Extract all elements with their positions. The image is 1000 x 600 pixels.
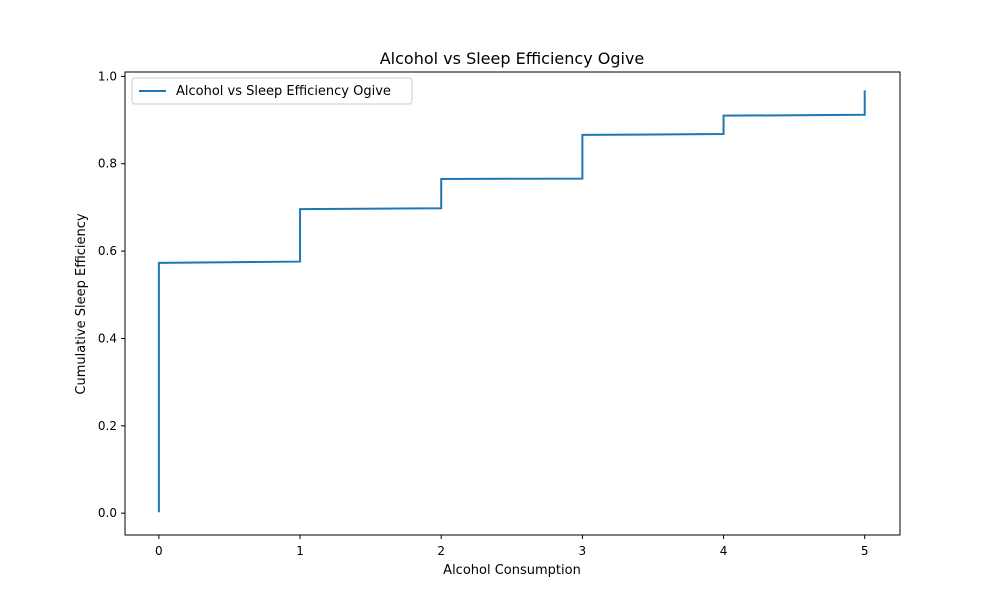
x-tick-label: 5 (861, 544, 869, 558)
x-axis-label: Alcohol Consumption (443, 563, 581, 578)
y-tick-label: 0.8 (98, 157, 117, 171)
y-tick-label: 0.4 (98, 331, 117, 345)
y-tick-label: 0.2 (98, 419, 117, 433)
legend: Alcohol vs Sleep Efficiency Ogive (131, 77, 413, 105)
plot-frame (124, 71, 901, 536)
x-tick-label: 0 (155, 544, 163, 558)
x-axis: 0 1 2 3 4 5 (155, 535, 869, 558)
series-line-0 (157, 90, 866, 513)
y-axis-label: Cumulative Sleep Efficiency (74, 213, 89, 395)
x-tick-label: 2 (437, 544, 445, 558)
plot-area: 0 1 2 3 4 5 0.0 0.2 0.4 0.6 0.8 1.0 (98, 69, 901, 558)
x-tick-label: 4 (720, 544, 728, 558)
chart-title: Alcohol vs Sleep Efficiency Ogive (380, 49, 645, 68)
y-tick-label: 0.6 (98, 244, 117, 258)
y-axis: 0.0 0.2 0.4 0.6 0.8 1.0 (98, 69, 125, 520)
x-tick-label: 1 (296, 544, 304, 558)
legend-box (131, 77, 413, 105)
y-tick-label: 0.0 (98, 506, 117, 520)
y-tick-label: 1.0 (98, 69, 117, 83)
x-tick-label: 3 (579, 544, 587, 558)
legend-entry-label: Alcohol vs Sleep Efficiency Ogive (176, 84, 391, 99)
series-layer (157, 90, 866, 513)
